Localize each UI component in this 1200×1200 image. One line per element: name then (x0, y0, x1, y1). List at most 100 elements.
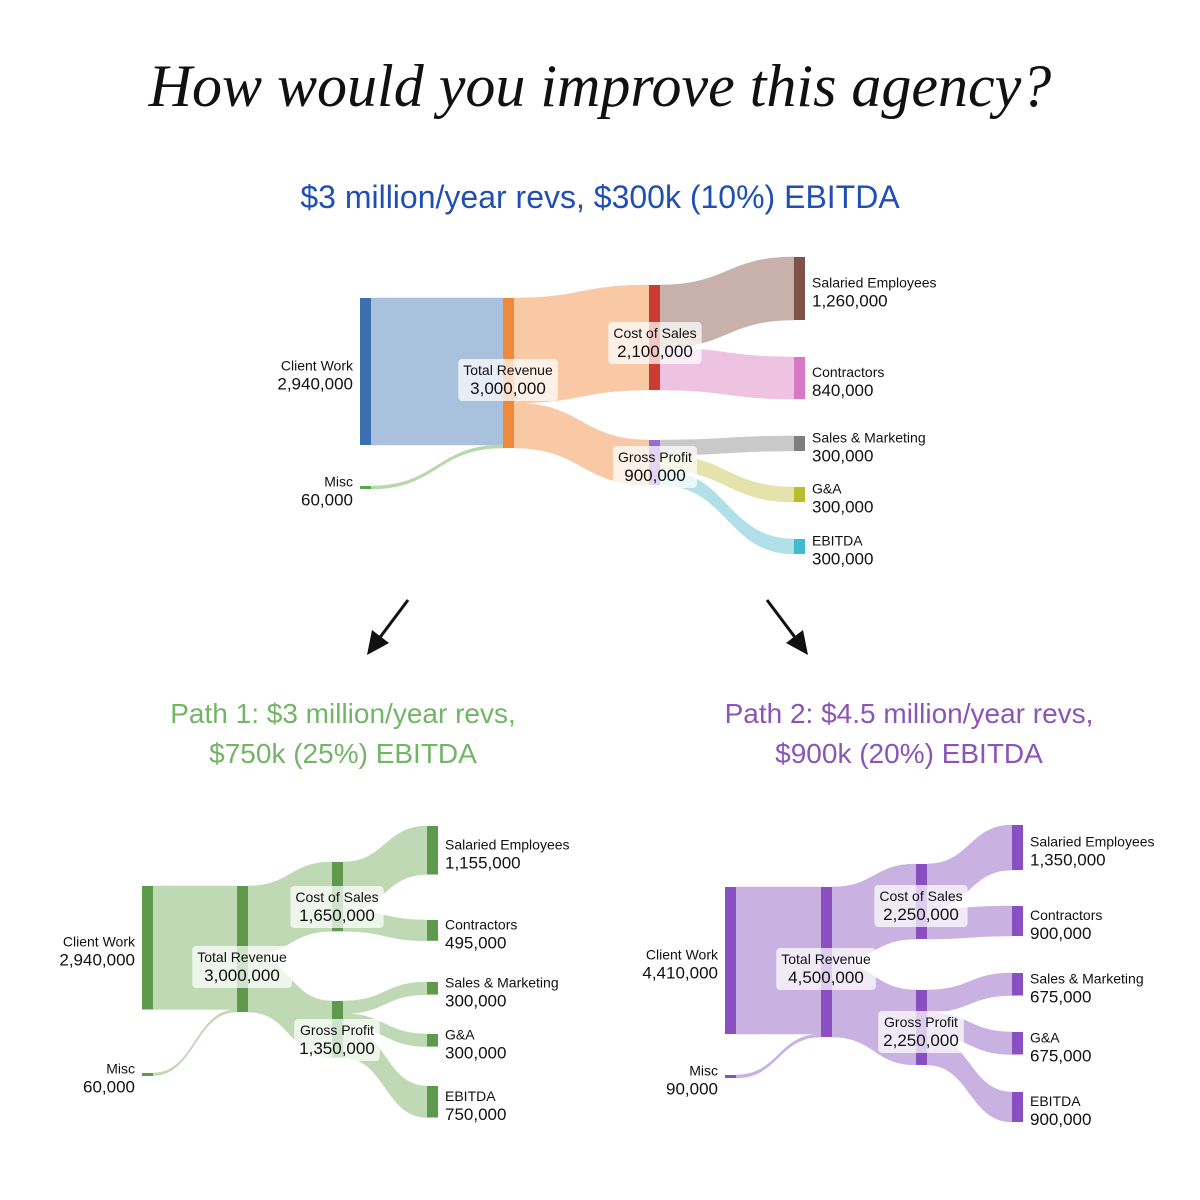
node-name-salaried: Salaried Employees (812, 275, 937, 291)
node-salaried (1012, 825, 1023, 870)
node-misc (725, 1075, 736, 1078)
node-client-work (360, 298, 371, 445)
node-value-ebitda: 300,000 (812, 550, 873, 569)
node-value-sales-marketing: 300,000 (812, 447, 873, 466)
current-sankey-diagram: $3 million/year revs, $300k (10%) EBITDA… (277, 179, 936, 569)
node-value-salaried: 1,155,000 (445, 853, 521, 872)
node-value-cost-of-sales: 1,650,000 (299, 906, 375, 925)
node-client-work (725, 887, 736, 1034)
node-name-misc: Misc (689, 1063, 718, 1079)
node-value-misc: 90,000 (666, 1080, 718, 1099)
label-backdrop (290, 886, 384, 928)
node-misc (360, 486, 371, 489)
node-ga (1012, 1032, 1023, 1055)
node-name-ebitda: EBITDA (445, 1088, 496, 1104)
node-value-cost-of-sales: 2,100,000 (617, 342, 693, 361)
arrow-to-path2-icon (765, 599, 808, 655)
arrow-to-path1-icon (367, 599, 410, 655)
node-name-ga: G&A (445, 1026, 475, 1042)
label-backdrop (458, 359, 558, 401)
node-contractors (1012, 906, 1023, 936)
node-name-contractors: Contractors (812, 364, 884, 380)
node-name-contractors: Contractors (445, 916, 517, 932)
node-name-gross-profit: Gross Profit (618, 449, 692, 465)
node-name-client-work: Client Work (281, 358, 354, 374)
path2-title-line: $900k (20%) EBITDA (775, 738, 1043, 769)
node-value-client-work: 2,940,000 (59, 951, 135, 970)
label-backdrop (874, 885, 968, 927)
path2-title-line: Path 2: $4.5 million/year revs, (725, 698, 1094, 729)
node-name-ga: G&A (1030, 1029, 1060, 1045)
node-value-total-revenue: 4,500,000 (788, 968, 864, 987)
node-value-ga: 675,000 (1030, 1046, 1091, 1065)
node-name-misc: Misc (324, 474, 353, 490)
node-name-gross-profit: Gross Profit (300, 1022, 374, 1038)
current-title-line: $3 million/year revs, $300k (10%) EBITDA (300, 179, 900, 215)
node-name-gross-profit: Gross Profit (884, 1014, 958, 1030)
node-name-sales-marketing: Sales & Marketing (812, 430, 926, 446)
node-name-ga: G&A (812, 481, 842, 497)
node-value-total-revenue: 3,000,000 (470, 379, 546, 398)
label-backdrop (776, 948, 876, 990)
node-sales-marketing (1012, 973, 1023, 996)
node-name-client-work: Client Work (63, 934, 136, 950)
node-value-total-revenue: 3,000,000 (204, 966, 280, 985)
node-value-contractors: 840,000 (812, 381, 873, 400)
node-contractors (427, 920, 438, 941)
node-value-misc: 60,000 (83, 1078, 135, 1097)
node-ebitda (1012, 1092, 1023, 1122)
current-links (370, 256, 795, 555)
node-sales-marketing (794, 436, 805, 451)
node-value-cost-of-sales: 2,250,000 (883, 905, 959, 924)
node-name-misc: Misc (106, 1061, 135, 1077)
node-name-cost-of-sales: Cost of Sales (295, 889, 378, 905)
path1-title-line: $750k (25%) EBITDA (209, 738, 477, 769)
node-value-misc: 60,000 (301, 491, 353, 510)
path2-sankey-diagram: Path 2: $4.5 million/year revs, $900k (20… (642, 698, 1154, 1129)
node-value-sales-marketing: 675,000 (1030, 987, 1091, 1006)
node-value-client-work: 4,410,000 (642, 964, 718, 983)
node-ga (427, 1034, 438, 1047)
link-misc-to-total-revenue (735, 1033, 822, 1079)
label-backdrop (294, 1019, 380, 1061)
node-client-work (142, 886, 153, 1010)
node-salaried (794, 257, 805, 320)
node-value-ebitda: 750,000 (445, 1105, 506, 1124)
node-value-sales-marketing: 300,000 (445, 991, 506, 1010)
node-name-cost-of-sales: Cost of Sales (879, 888, 962, 904)
label-backdrop (192, 946, 292, 988)
node-salaried (427, 826, 438, 875)
node-ebitda (794, 539, 805, 554)
node-name-ebitda: EBITDA (1030, 1093, 1081, 1109)
node-name-cost-of-sales: Cost of Sales (613, 325, 696, 341)
node-name-ebitda: EBITDA (812, 533, 863, 549)
link-gross-profit-to-sales-marketing (926, 972, 1013, 1013)
node-value-gross-profit: 900,000 (624, 466, 685, 485)
